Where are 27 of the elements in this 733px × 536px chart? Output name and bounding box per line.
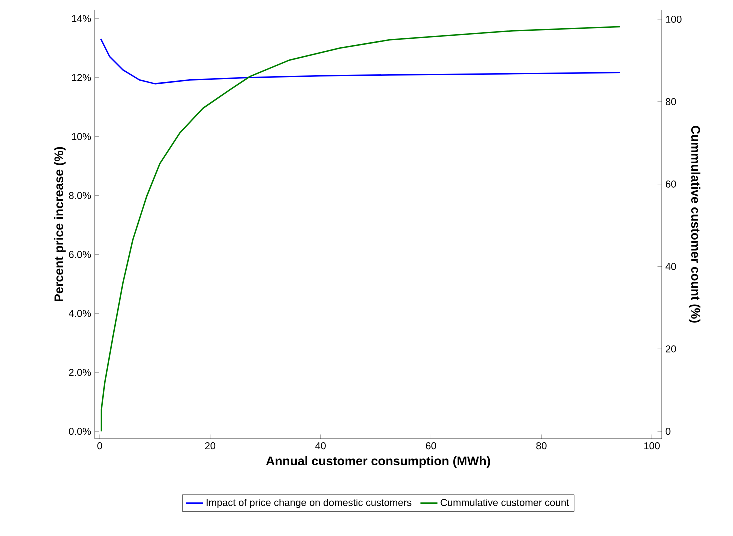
x-tick-label: 60 — [426, 442, 436, 450]
legend-label: Cummulative customer count — [440, 498, 570, 506]
y2-tick-label: 80 — [666, 98, 676, 106]
line-series — [100, 26, 621, 432]
x-axis-title: Annual customer consumption (MWh) — [266, 456, 490, 468]
y2-tick-label: 100 — [666, 16, 682, 23]
x-tick-label: 40 — [316, 442, 326, 450]
x-tick-label: 100 — [644, 442, 660, 450]
legend-label: Impact of price change on domestic customers — [206, 498, 412, 508]
y-tick-label: 2.0% — [69, 369, 92, 376]
y-axis-title: Percent price increase (%) — [54, 147, 66, 302]
y-tick-label: 0.0% — [69, 428, 92, 436]
y2-axis-title: Cummulative customer count (%) — [688, 126, 701, 323]
x-tick-label: 20 — [205, 442, 216, 450]
y-tick-label: 12% — [72, 74, 92, 82]
y-tick-label: 10% — [72, 133, 92, 140]
y2-tick-label: 0 — [666, 428, 671, 436]
y2-tick-label: 60 — [666, 180, 676, 188]
x-tick-label: 80 — [536, 442, 547, 450]
x-tick-label: 0 — [98, 442, 102, 450]
y-tick-label: 6.0% — [69, 251, 92, 258]
line-series — [100, 38, 621, 85]
y-tick-label: 4.0% — [69, 310, 92, 318]
y2-tick-label: 20 — [666, 346, 676, 353]
y-tick-label: 8.0% — [69, 192, 92, 200]
y2-tick-label: 40 — [666, 263, 676, 270]
y-tick-label: 14% — [72, 15, 92, 22]
